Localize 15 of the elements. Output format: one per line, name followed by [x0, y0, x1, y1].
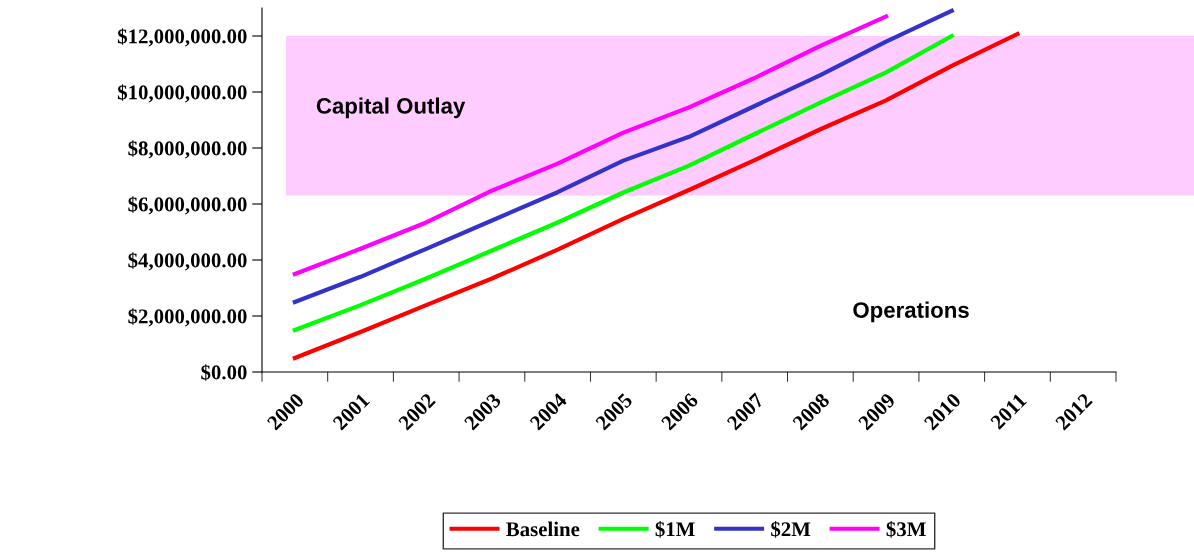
y-tick-label: $2,000,000.00 [128, 308, 247, 327]
y-tick-label: $0.00 [201, 364, 247, 381]
legend-label: $1M [655, 520, 695, 538]
y-tick-label: $6,000,000.00 [128, 196, 247, 215]
legend-label: $3M [886, 520, 926, 538]
line-series [292, 31, 1020, 361]
y-tick-label: $12,000,000.00 [117, 28, 247, 47]
line-series [292, 14, 889, 277]
annotation: Operations [853, 301, 969, 323]
legend-label: Baseline [506, 521, 580, 537]
y-tick-label: $8,000,000.00 [128, 140, 247, 159]
y-tick-label: $4,000,000.00 [128, 252, 247, 271]
legend-label: $2M [771, 520, 811, 538]
y-tick-label: $10,000,000.00 [117, 84, 247, 103]
band-label: Capital Outlay [316, 97, 466, 119]
